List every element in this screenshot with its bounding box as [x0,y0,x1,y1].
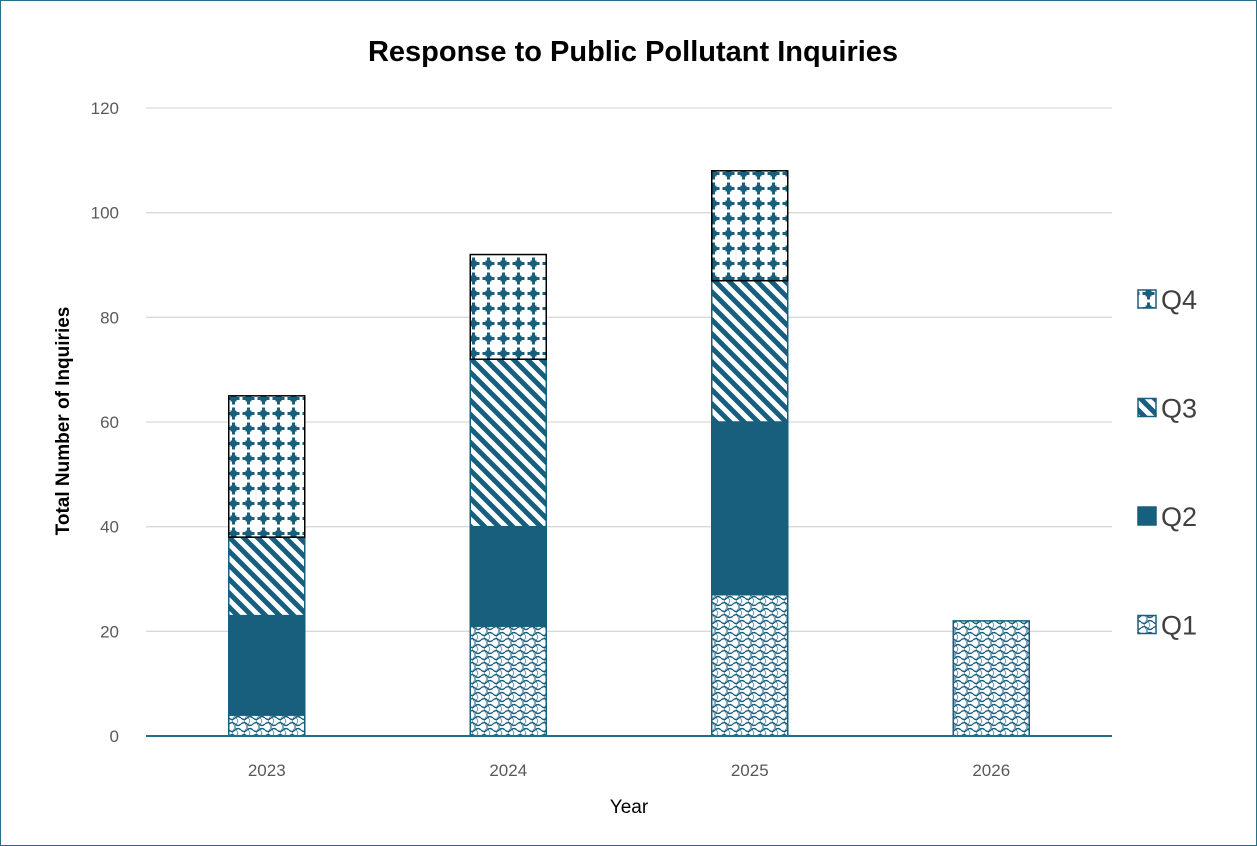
x-tick-label: 2026 [972,761,1010,780]
y-tick-labels: 0 20 40 60 80 100 120 [91,99,119,746]
legend-label-q1: Q1 [1161,611,1197,641]
y-tick-label: 40 [100,518,119,537]
y-tick-label: 60 [100,413,119,432]
bar-stacks [228,170,1030,737]
y-tick-label: 120 [91,99,119,118]
legend-swatch-q2 [1137,506,1157,526]
legend-swatch-q3 [1137,397,1157,418]
y-tick-label: 20 [100,622,119,641]
legend: Q4 Q3 Q2 Q1 [1137,285,1197,641]
bar-q4-2025 [711,170,789,282]
x-tick-label: 2023 [248,761,286,780]
bar-q2-2025 [711,421,789,596]
bar-q2-2024 [469,525,547,627]
bar-q4-2023 [228,395,306,538]
legend-label-q4: Q4 [1161,285,1197,315]
legend-label-q2: Q2 [1161,502,1197,532]
x-tick-label: 2024 [489,761,527,780]
legend-item-q4: Q4 [1137,285,1197,315]
y-tick-label: 0 [110,727,119,746]
legend-label-q3: Q3 [1161,394,1197,424]
bar-q2-2023 [228,614,306,716]
bar-q4-2024 [469,253,547,360]
bar-q1-2024 [469,625,547,737]
x-tick-labels: 2023 2024 2025 2026 [248,761,1010,780]
legend-swatch-q1 [1137,614,1157,635]
chart-title: Response to Public Pollutant Inquiries [368,36,898,68]
bar-q3-2024 [469,358,547,528]
legend-swatch-q4 [1137,289,1157,309]
y-tick-label: 100 [91,204,119,223]
y-axis-title: Total Number of Inquiries [53,307,74,536]
legend-item-q3: Q3 [1137,394,1197,424]
bar-q1-2025 [711,593,789,737]
bar-q3-2023 [228,536,306,617]
x-tick-label: 2025 [731,761,769,780]
grid-lines [146,107,1112,632]
y-tick-label: 80 [100,308,119,327]
legend-item-q1: Q1 [1137,611,1197,641]
legend-item-q2: Q2 [1137,502,1197,532]
x-axis-title: Year [610,797,649,818]
bar-q1-2023 [228,714,306,737]
bar-q1-2026 [952,620,1030,737]
bar-q3-2025 [711,279,789,423]
